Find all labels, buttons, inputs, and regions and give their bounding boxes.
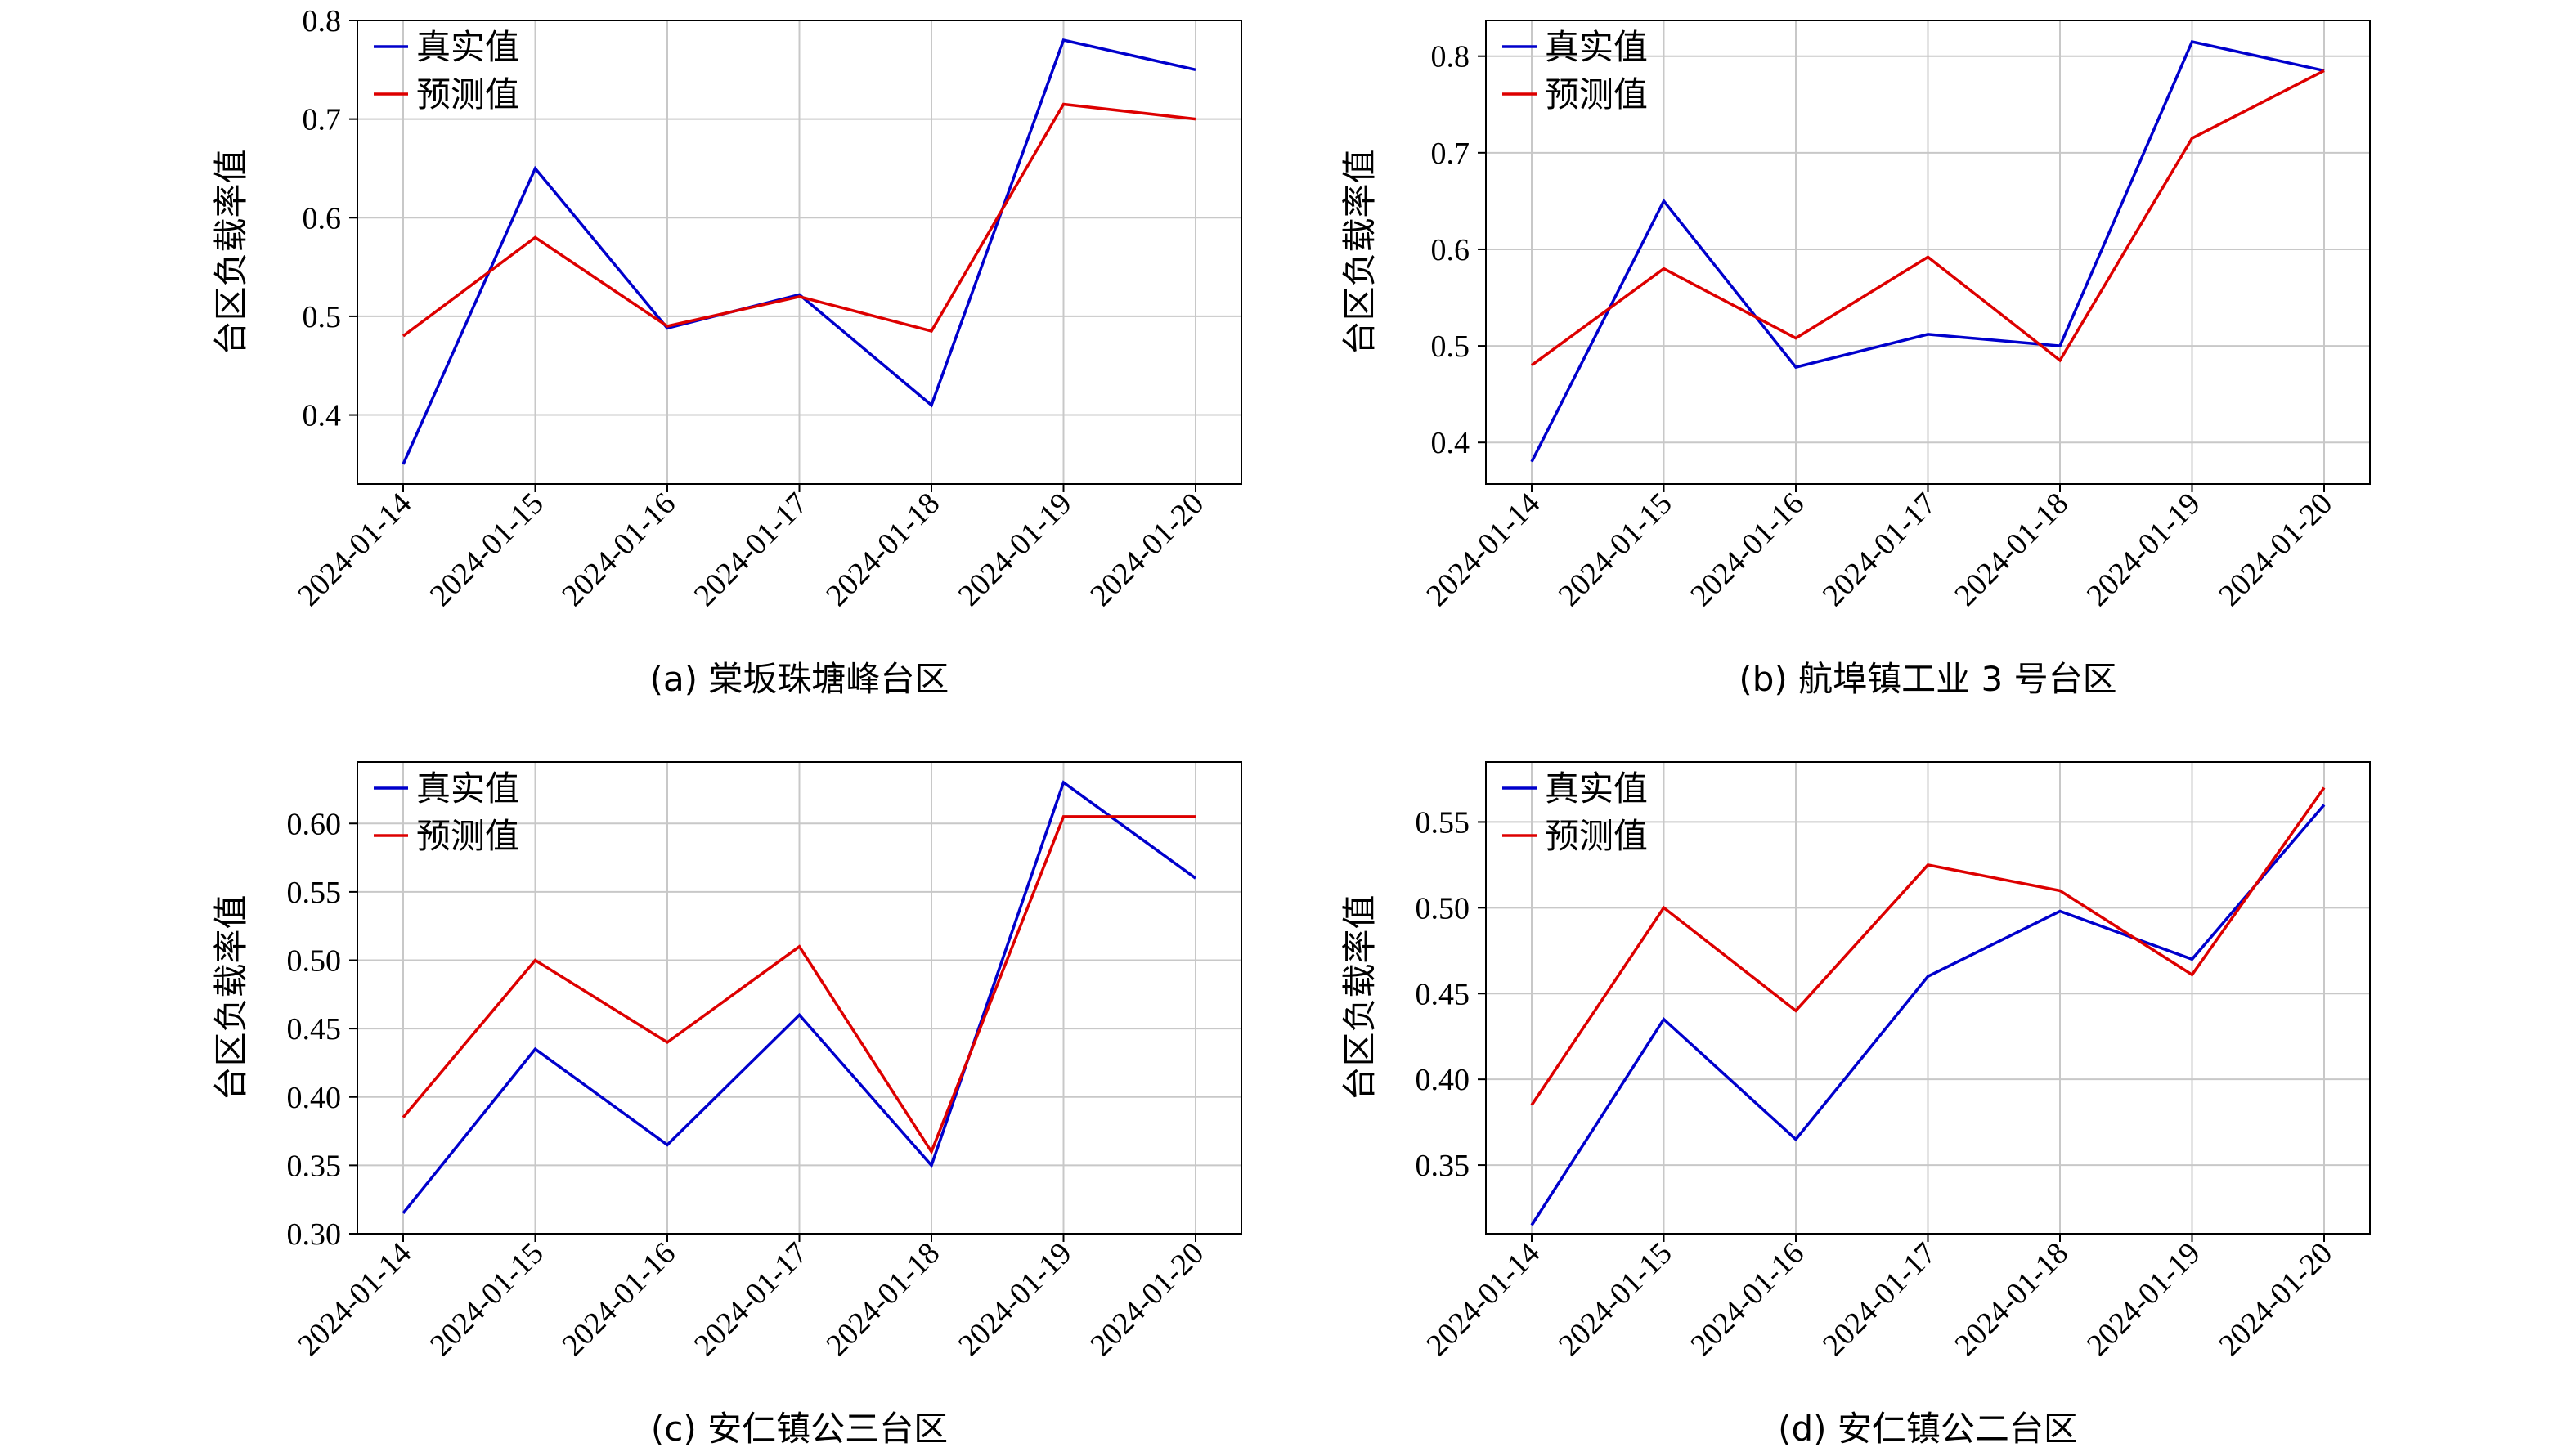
legend-label: 预测值 bbox=[1545, 74, 1648, 114]
series-line-1 bbox=[1530, 804, 2326, 1226]
legend-label: 真实值 bbox=[416, 769, 519, 809]
series-line-1 bbox=[402, 780, 1197, 1214]
x-tick-label: 2024-01-19 bbox=[952, 1236, 1079, 1363]
legend-label: 真实值 bbox=[416, 27, 519, 67]
x-tick-label: 2024-01-20 bbox=[1084, 1236, 1210, 1363]
y-tick-label: 0.45 bbox=[287, 1012, 342, 1046]
panel-caption: (a) 棠坂珠塘峰台区 bbox=[650, 659, 949, 699]
y-tick-label: 0.5 bbox=[303, 300, 342, 334]
x-tick-label: 2024-01-16 bbox=[555, 1236, 682, 1363]
x-tick-label: 2024-01-17 bbox=[688, 486, 815, 613]
x-tick-label: 2024-01-18 bbox=[1948, 1236, 2075, 1363]
y-tick-label: 0.55 bbox=[1416, 805, 1470, 840]
x-tick-label: 2024-01-14 bbox=[1420, 486, 1546, 613]
y-tick-label: 0.50 bbox=[287, 944, 342, 979]
y-tick-label: 0.6 bbox=[1431, 233, 1470, 267]
y-axis-title: 台区负载率值 bbox=[211, 149, 251, 355]
legend-label: 预测值 bbox=[1545, 816, 1648, 856]
legend-label: 真实值 bbox=[1545, 769, 1648, 809]
series-line-2 bbox=[402, 102, 1196, 338]
y-tick-label: 0.8 bbox=[303, 4, 342, 38]
y-tick-label: 0.8 bbox=[1431, 40, 1470, 74]
x-tick-label: 2024-01-17 bbox=[688, 1236, 815, 1363]
series-line-2 bbox=[402, 815, 1196, 1155]
x-tick-label: 2024-01-16 bbox=[1684, 486, 1811, 613]
legend-label: 预测值 bbox=[416, 816, 519, 856]
y-tick-label: 0.55 bbox=[287, 876, 342, 910]
x-tick-label: 2024-01-19 bbox=[2080, 1236, 2207, 1363]
series-line-2 bbox=[1530, 786, 2326, 1106]
y-tick-label: 0.45 bbox=[1416, 977, 1470, 1011]
x-tick-label: 2024-01-19 bbox=[2080, 486, 2207, 613]
series-line-1 bbox=[1530, 39, 2325, 463]
y-tick-label: 0.35 bbox=[1416, 1149, 1470, 1183]
x-tick-label: 2024-01-18 bbox=[819, 486, 946, 613]
x-tick-label: 2024-01-15 bbox=[1552, 486, 1679, 613]
y-tick-label: 0.4 bbox=[1431, 426, 1470, 460]
x-tick-label: 2024-01-14 bbox=[291, 1236, 418, 1363]
x-tick-label: 2024-01-15 bbox=[1552, 1236, 1679, 1363]
y-tick-label: 0.35 bbox=[287, 1149, 342, 1183]
legend-label: 预测值 bbox=[416, 74, 519, 114]
series-line-1 bbox=[402, 38, 1196, 465]
panel-caption: (c) 安仁镇公三台区 bbox=[651, 1409, 948, 1449]
y-tick-label: 0.40 bbox=[287, 1081, 342, 1115]
y-tick-label: 0.5 bbox=[1431, 329, 1470, 364]
series-line-2 bbox=[1530, 69, 2325, 367]
x-tick-label: 2024-01-17 bbox=[1816, 486, 1943, 613]
x-tick-label: 2024-01-20 bbox=[2212, 486, 2339, 613]
x-tick-label: 2024-01-17 bbox=[1816, 1236, 1943, 1363]
x-tick-label: 2024-01-16 bbox=[555, 486, 682, 613]
x-tick-label: 2024-01-14 bbox=[291, 486, 418, 613]
x-tick-label: 2024-01-14 bbox=[1420, 1236, 1546, 1363]
legend-label: 真实值 bbox=[1545, 27, 1648, 67]
panel-caption: (d) 安仁镇公二台区 bbox=[1778, 1409, 2078, 1449]
x-tick-label: 2024-01-19 bbox=[952, 486, 1079, 613]
x-tick-label: 2024-01-15 bbox=[424, 1236, 550, 1363]
x-tick-label: 2024-01-18 bbox=[819, 1236, 946, 1363]
y-tick-label: 0.60 bbox=[287, 807, 342, 841]
y-axis-title: 台区负载率值 bbox=[1340, 894, 1380, 1100]
y-tick-label: 0.6 bbox=[303, 201, 342, 235]
chart-panel-4: 0.35 0.40 0.45 0.50 0.55 2024-01-14 2024-01-15… bbox=[1340, 761, 2371, 1449]
x-tick-label: 2024-01-20 bbox=[1084, 486, 1210, 613]
y-axis-title: 台区负载率值 bbox=[1340, 149, 1380, 355]
y-axis-title: 台区负载率值 bbox=[211, 894, 251, 1100]
x-tick-label: 2024-01-20 bbox=[2212, 1236, 2339, 1363]
y-tick-label: 0.7 bbox=[303, 103, 342, 137]
x-tick-label: 2024-01-16 bbox=[1684, 1236, 1811, 1363]
y-tick-label: 0.40 bbox=[1416, 1063, 1470, 1097]
panel-caption: (b) 航埠镇工业 3 号台区 bbox=[1739, 659, 2116, 699]
y-tick-label: 0.30 bbox=[287, 1217, 342, 1252]
y-tick-label: 0.50 bbox=[1416, 891, 1470, 925]
x-tick-label: 2024-01-15 bbox=[424, 486, 550, 613]
x-tick-label: 2024-01-18 bbox=[1948, 486, 2075, 613]
y-tick-label: 0.4 bbox=[303, 399, 342, 433]
y-tick-label: 0.7 bbox=[1431, 137, 1470, 171]
